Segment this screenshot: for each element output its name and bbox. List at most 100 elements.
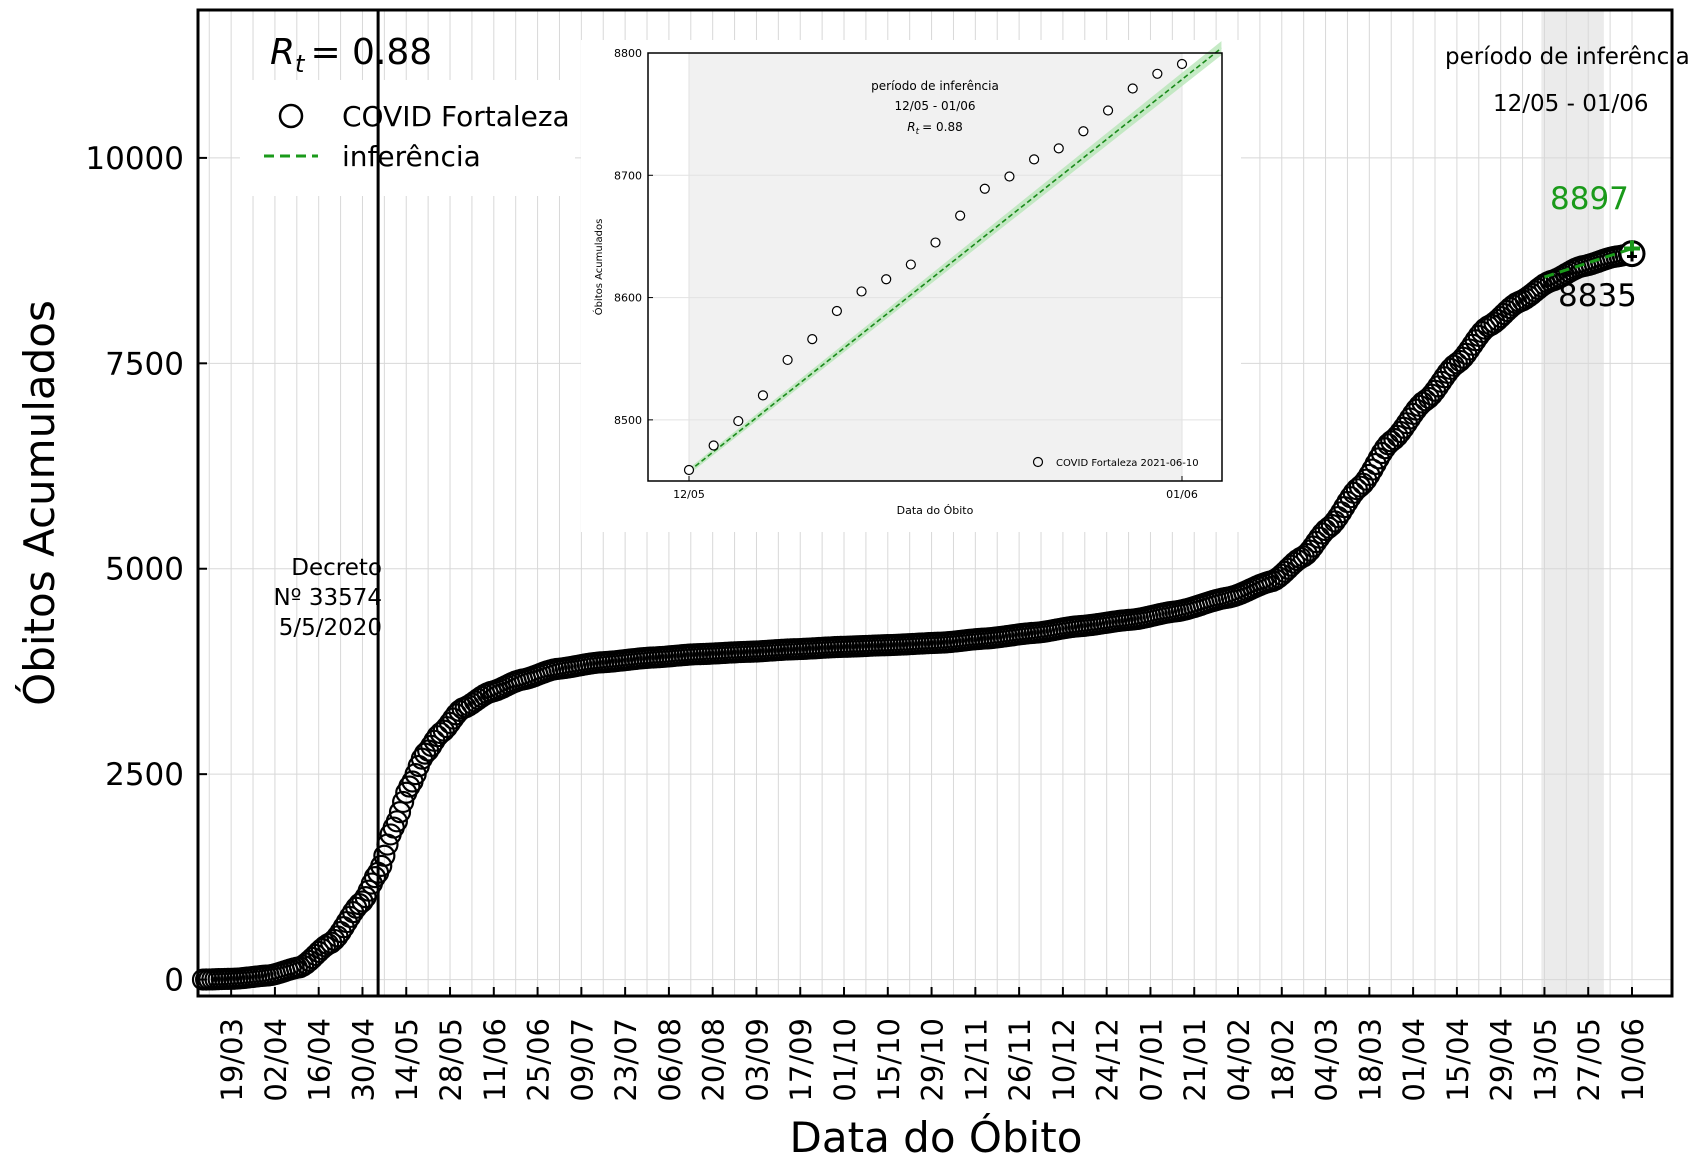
- inference-period-title: período de inferência: [1445, 44, 1690, 70]
- inset-data-point: [757, 390, 769, 401]
- inset-y-tick-label: 8500: [614, 414, 642, 427]
- x-tick-label: 14/05: [390, 1018, 424, 1102]
- x-tick-label: 30/04: [346, 1018, 380, 1102]
- inset-y-tick-label: 8700: [614, 169, 642, 182]
- rt-subscript: t: [295, 50, 306, 78]
- inset-y-axis-label: Óbitos Acumulados: [592, 219, 605, 316]
- main-series-markers: [191, 242, 1644, 991]
- x-tick-label: 15/04: [1441, 1018, 1475, 1102]
- inference-period-range: 12/05 - 01/06: [1493, 91, 1649, 117]
- decree-annotation-line: 5/5/2020: [279, 615, 382, 641]
- x-tick-label: 04/03: [1310, 1018, 1344, 1102]
- data-point: [388, 801, 412, 824]
- x-tick-label: 09/07: [565, 1018, 599, 1102]
- rt-symbol: R: [270, 32, 295, 73]
- y-axis-label: Óbitos Acumulados: [14, 300, 64, 706]
- x-tick-label: 29/04: [1485, 1018, 1519, 1102]
- inset-data-point: [1152, 68, 1163, 79]
- x-axis-label: Data do Óbito: [790, 1112, 1083, 1159]
- inset-data-point: [979, 183, 990, 194]
- inset-data-point: [955, 210, 966, 221]
- x-tick-label: 10/06: [1616, 1018, 1650, 1102]
- data-point: [373, 844, 396, 867]
- inset-data-point: [1053, 143, 1064, 154]
- inset-data-point: [733, 415, 744, 427]
- x-tick-label: 17/09: [784, 1018, 818, 1102]
- inset-data-point: [1004, 171, 1015, 182]
- legend-box: [240, 80, 575, 196]
- main-plot: 0 2500 5000 7500 10000 19/03 02/04 16/04 30/04 14…: [14, 8, 1690, 1159]
- x-tick-label: 21/01: [1178, 1018, 1212, 1102]
- projected-value-label: 8897: [1550, 181, 1629, 217]
- y-tick-label: 7500: [105, 346, 184, 382]
- data-point: [363, 866, 387, 889]
- data-point: [398, 775, 421, 798]
- inset-data-point: [782, 354, 793, 366]
- inset-frame: [647, 52, 1223, 482]
- x-tick-label: 23/07: [609, 1018, 643, 1102]
- inset-data-point: [1078, 126, 1089, 137]
- decree-annotation-line: Nº 33574: [273, 585, 382, 611]
- x-tick-label: 13/05: [1528, 1018, 1562, 1102]
- inset-rt-label: Rt = 0.88: [907, 120, 962, 137]
- x-tick-label: 11/06: [478, 1018, 512, 1102]
- data-point: [370, 854, 393, 877]
- inset-legend-label: COVID Fortaleza 2021-06-10: [1056, 458, 1199, 469]
- inset-rt-symbol: R: [907, 120, 915, 134]
- x-tick-label: 25/06: [522, 1018, 556, 1102]
- inset-plot: 8500 8600 8700 8800 12/05 01/06 Data do Óbito Ó…: [581, 40, 1241, 532]
- x-tick-label: 19/03: [215, 1018, 249, 1102]
- inset-subtitle: 12/05 - 01/06: [894, 99, 975, 113]
- inset-data-point: [1028, 154, 1040, 165]
- inset-data-point: [1176, 58, 1188, 70]
- inset-data-point: [807, 334, 818, 345]
- inset-data-point: [683, 464, 695, 476]
- legend-marker-circle: [278, 103, 304, 129]
- inset-data-point: [881, 274, 892, 285]
- rt-label: Rt = 0.88: [270, 32, 432, 78]
- y-tick-label: 10000: [85, 141, 184, 177]
- x-tick-label: 03/09: [740, 1018, 774, 1102]
- inset-data-point: [708, 440, 719, 451]
- x-tick-label: 20/08: [697, 1018, 731, 1102]
- decree-annotation-line: Decreto: [291, 555, 382, 581]
- x-tick-label: 07/01: [1134, 1018, 1168, 1102]
- inset-y-tick-label: 8800: [614, 47, 642, 60]
- x-tick-label: 16/04: [303, 1018, 337, 1102]
- x-tick-label: 02/04: [259, 1018, 293, 1102]
- rt-value: = 0.88: [310, 32, 432, 73]
- inset-data-point: [1127, 83, 1138, 94]
- x-tick-label: 10/12: [1047, 1018, 1081, 1102]
- inset-rt-subscript: t: [916, 127, 920, 137]
- x-tick-label: 27/05: [1572, 1018, 1606, 1102]
- data-point: [1361, 458, 1384, 481]
- x-tick-label: 18/02: [1266, 1018, 1300, 1102]
- y-tick-label: 5000: [105, 552, 184, 588]
- inset-data-point: [905, 259, 916, 270]
- inset-y-tick-label: 8600: [614, 292, 642, 305]
- inset-x-axis-label: Data do Óbito: [897, 504, 974, 517]
- x-tick-label: 29/10: [916, 1018, 950, 1102]
- data-point: [392, 790, 415, 814]
- inset-title: período de inferência: [871, 79, 999, 93]
- x-tick-label: 01/10: [828, 1018, 862, 1102]
- legend-label: COVID Fortaleza: [342, 100, 570, 133]
- inference-period-band: [1541, 10, 1604, 996]
- x-tick-label: 12/11: [959, 1018, 993, 1102]
- inset-x-tick-label: 01/06: [1166, 488, 1198, 501]
- last-point-plus-marker: [1627, 251, 1637, 262]
- y-tick-label: 0: [164, 963, 184, 999]
- x-tick-label: 28/05: [434, 1018, 468, 1102]
- inset-data-point: [831, 305, 843, 317]
- plot-frame: [196, 8, 1674, 998]
- inset-data-point: [930, 237, 941, 248]
- data-point: [385, 810, 408, 833]
- y-tick-label: 2500: [105, 757, 184, 793]
- data-point: [1358, 463, 1381, 487]
- x-tick-label: 04/02: [1222, 1018, 1256, 1102]
- inset-inference-line: [688, 47, 1222, 472]
- inset-x-tick-label: 12/05: [673, 488, 705, 501]
- inset-data-point: [1102, 105, 1114, 116]
- x-tick-label: 01/04: [1397, 1018, 1431, 1102]
